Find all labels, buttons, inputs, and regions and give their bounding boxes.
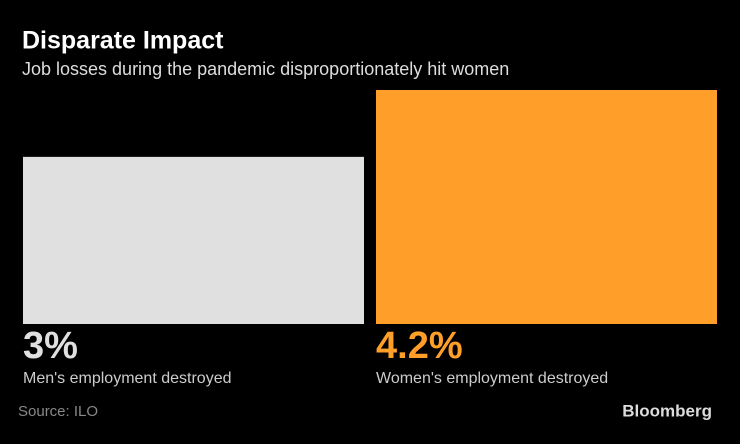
- bar: [23, 156, 364, 324]
- category-label: Women's employment destroyed: [376, 370, 608, 387]
- category-label: Men's employment destroyed: [23, 370, 231, 387]
- source: Source: ILO: [18, 403, 98, 420]
- bar: [376, 90, 717, 324]
- brand: Bloomberg: [622, 401, 712, 420]
- chart-subtitle: Job losses during the pandemic dispropor…: [22, 59, 509, 79]
- value-label: 3%: [23, 325, 78, 367]
- chart-title: Disparate Impact: [22, 27, 224, 55]
- value-label: 4.2%: [376, 325, 463, 367]
